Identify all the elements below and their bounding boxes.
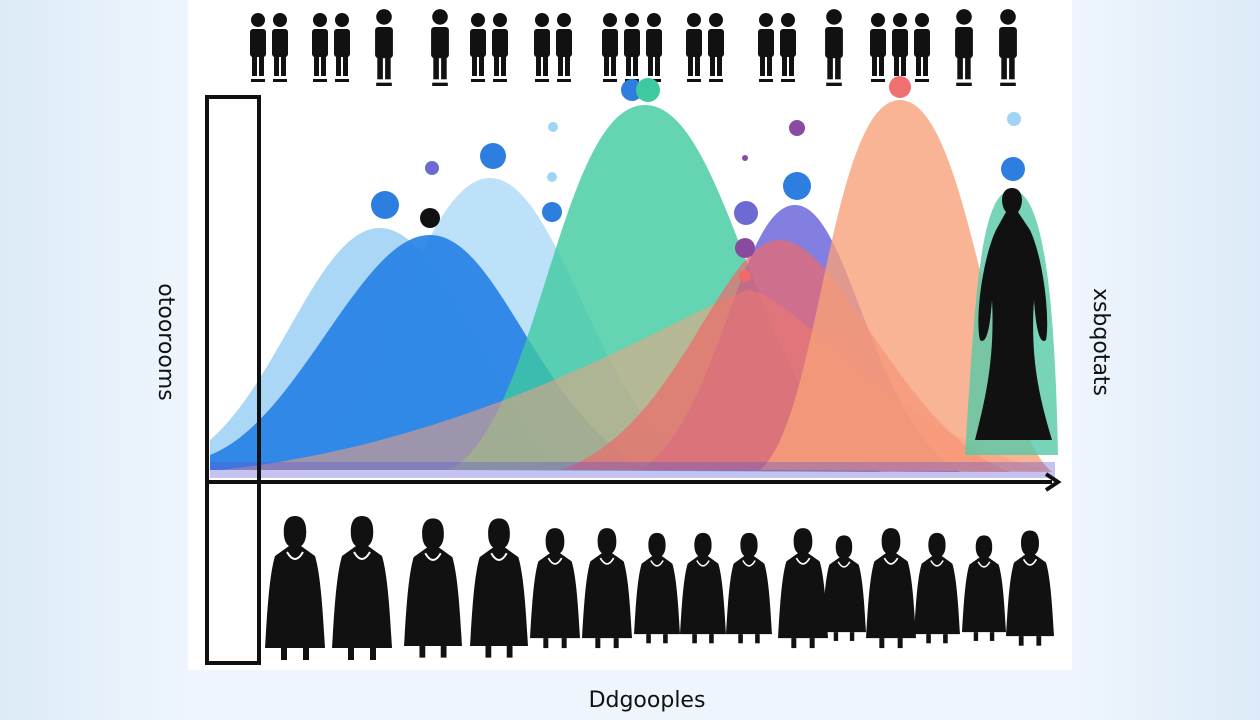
tall-figure bbox=[975, 188, 1052, 440]
dots bbox=[371, 76, 1025, 282]
x-axis-arrow bbox=[1044, 472, 1062, 492]
x-label: Ddgooples bbox=[589, 688, 706, 713]
bracket bbox=[205, 95, 261, 665]
right-label: xsbqotats bbox=[1088, 288, 1113, 396]
left-label: otoorooms bbox=[153, 283, 178, 400]
